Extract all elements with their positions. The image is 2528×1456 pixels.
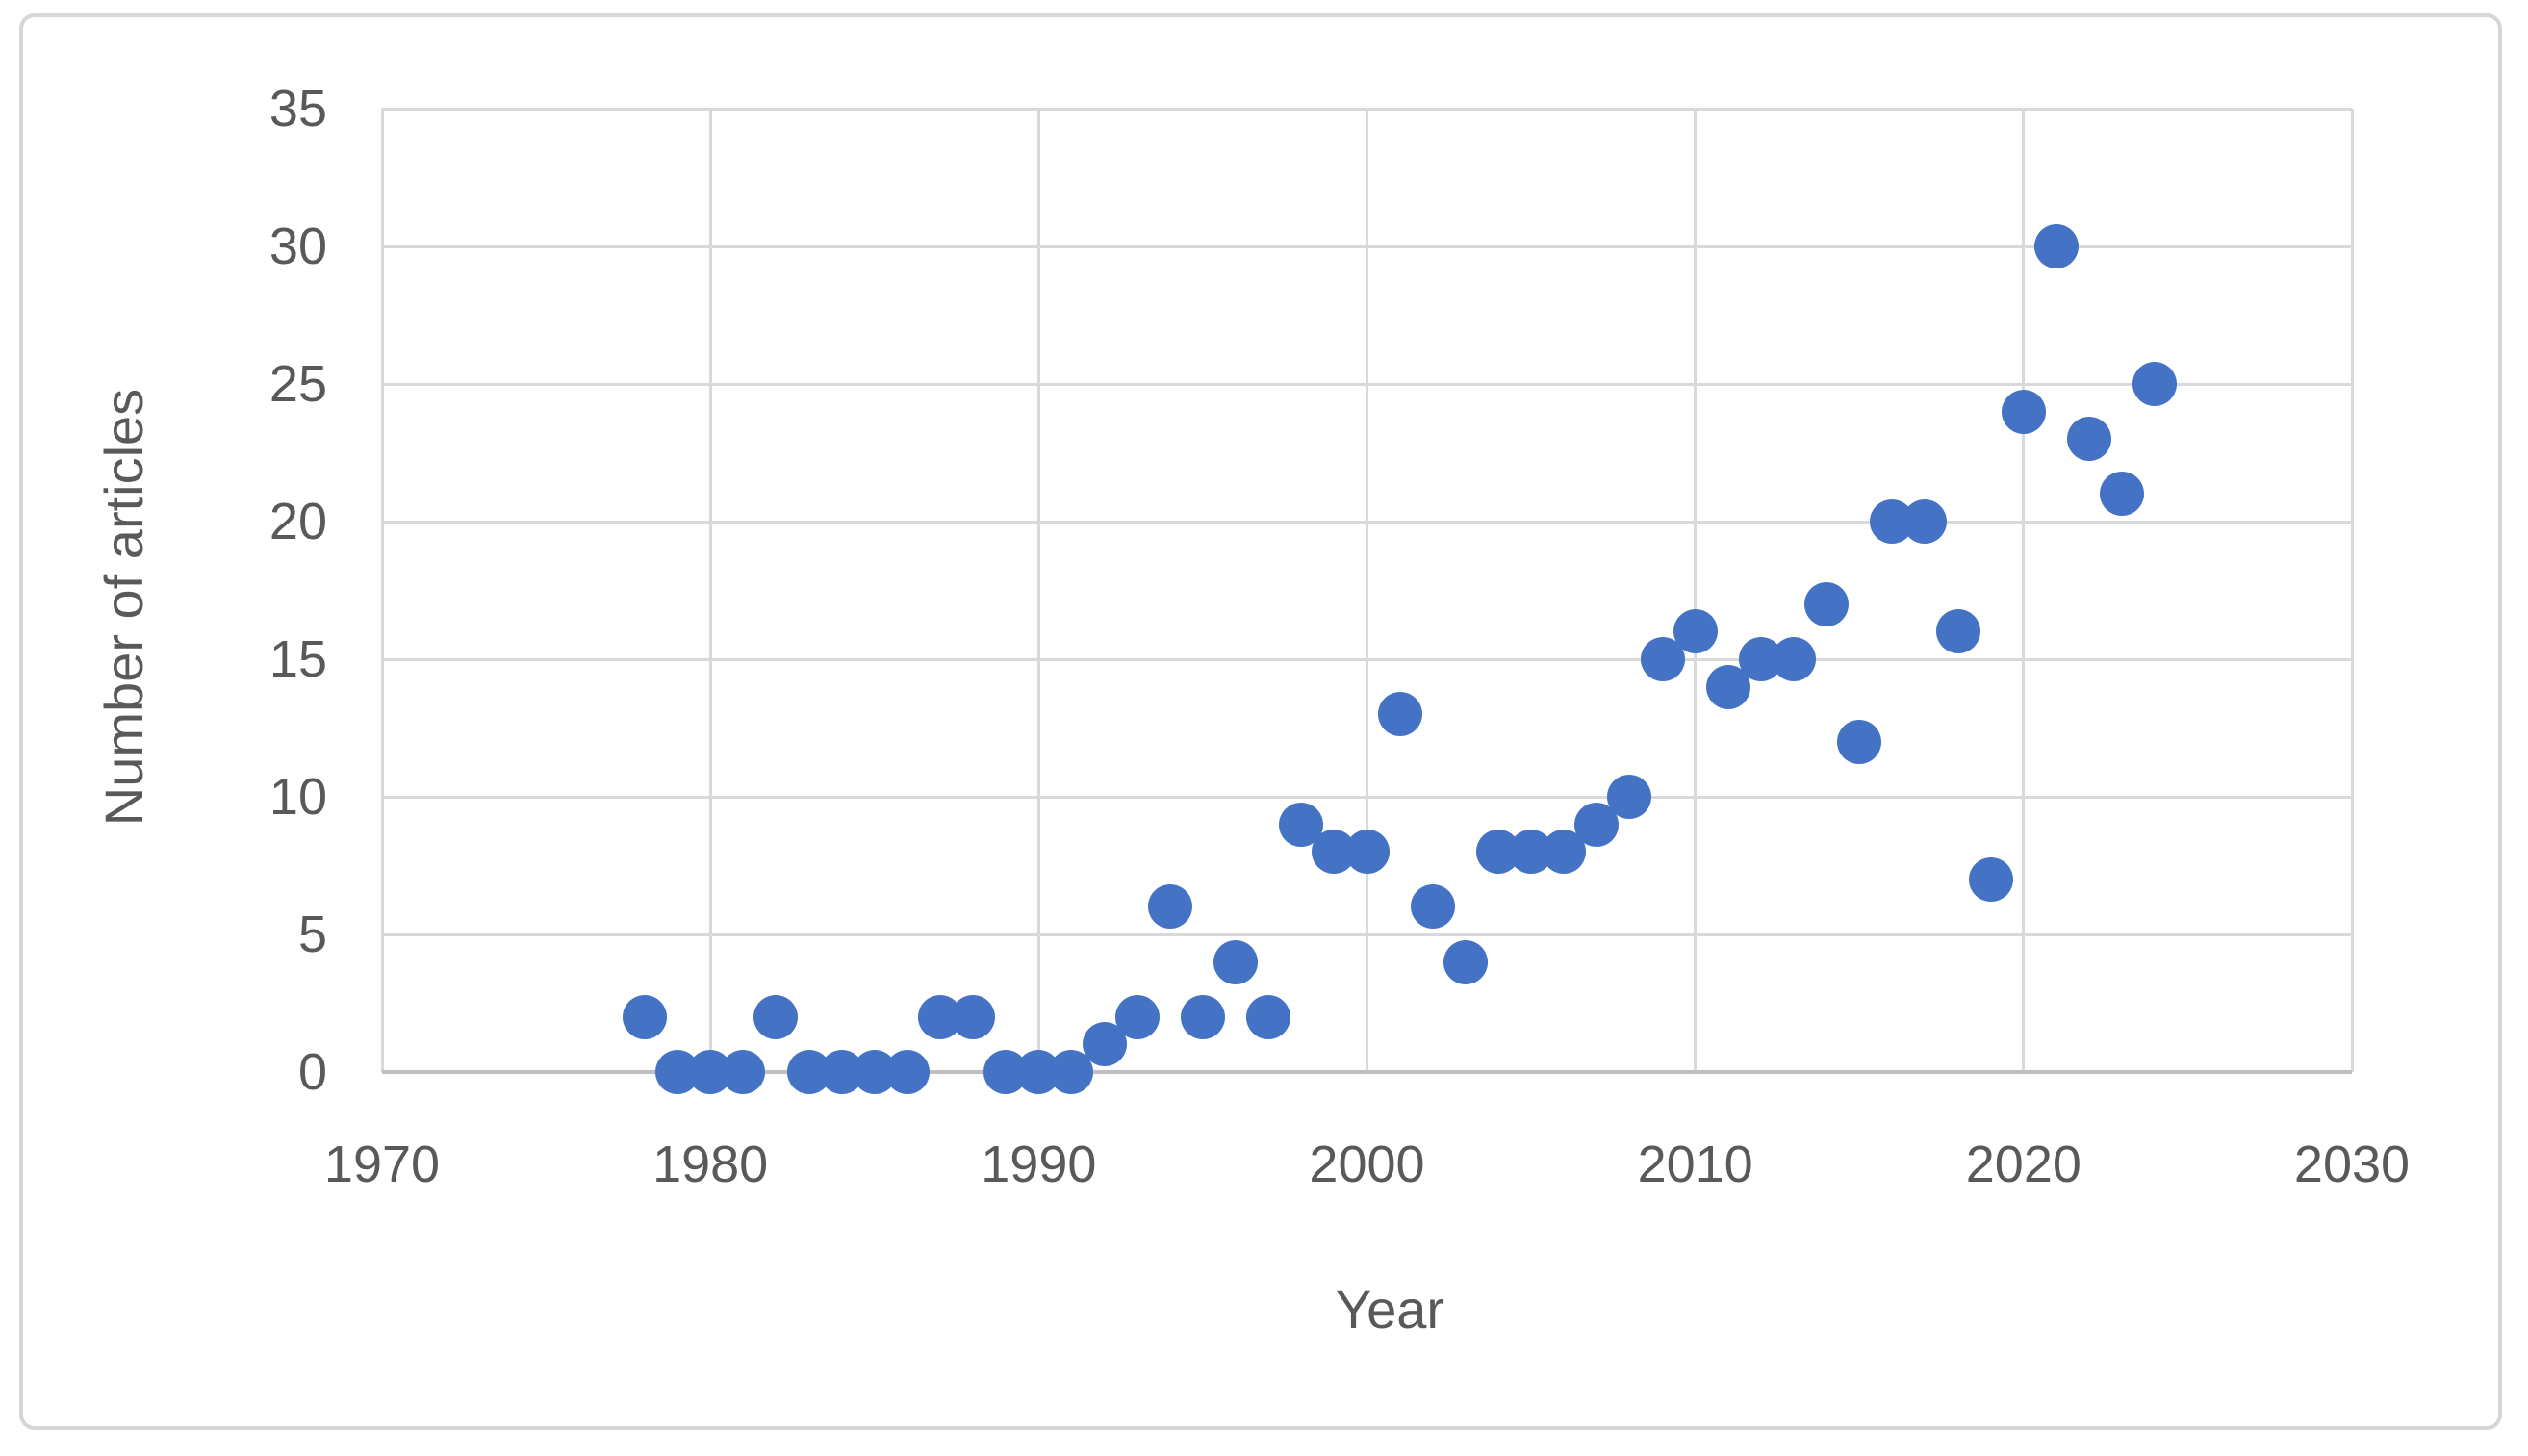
horizontal-gridline (382, 244, 2352, 248)
data-point (1377, 692, 1422, 737)
x-axis-title: Year (1335, 1279, 1445, 1340)
vertical-gridline (1036, 109, 1040, 1072)
plot-area (380, 107, 2354, 1094)
vertical-gridline (380, 109, 384, 1072)
vertical-gridline (1694, 109, 1698, 1072)
data-point (1837, 719, 1882, 764)
vertical-gridline (1366, 109, 1368, 1072)
y-tick-label: 0 (297, 1043, 327, 1101)
data-point (884, 1050, 930, 1094)
data-point (1902, 499, 1948, 544)
x-tick-label: 2020 (1965, 1136, 2081, 1193)
y-tick-label: 10 (268, 768, 327, 826)
horizontal-gridline (382, 657, 2352, 661)
data-point (1344, 830, 1390, 875)
horizontal-gridline (382, 382, 2352, 386)
data-point (1607, 775, 1652, 819)
data-point (721, 1050, 766, 1094)
data-point (2100, 472, 2145, 517)
data-point (1147, 884, 1192, 930)
data-point (2033, 224, 2079, 268)
y-tick-label: 15 (268, 630, 327, 688)
data-point (2001, 389, 2046, 434)
y-tick-label: 20 (268, 493, 327, 550)
data-point (2067, 417, 2112, 462)
x-tick-label: 2030 (2293, 1136, 2411, 1193)
vertical-gridline (708, 109, 712, 1072)
data-point (1935, 609, 1980, 654)
x-tick-label: 2010 (1637, 1136, 1753, 1193)
data-point (1968, 856, 2013, 902)
y-tick-label: 30 (268, 217, 327, 275)
data-point (622, 994, 667, 1039)
x-tick-label: 1980 (652, 1136, 769, 1193)
data-point (1180, 994, 1225, 1039)
data-point (1673, 609, 1718, 654)
x-tick-label: 1990 (981, 1136, 1097, 1193)
data-point (2132, 362, 2178, 406)
chart-frame: Number of articles Year (19, 13, 2502, 1430)
data-point (1246, 994, 1291, 1039)
data-point (1443, 939, 1488, 984)
y-tick-label: 35 (268, 80, 327, 138)
horizontal-gridline (382, 107, 2352, 111)
data-point (1410, 884, 1455, 930)
data-point (753, 994, 799, 1039)
y-tick-label: 5 (297, 906, 327, 963)
x-tick-label: 2000 (1309, 1136, 1425, 1193)
horizontal-gridline (382, 795, 2352, 799)
vertical-gridline (2350, 109, 2354, 1072)
data-point (1114, 994, 1160, 1039)
horizontal-gridline (382, 520, 2352, 524)
horizontal-gridline (382, 932, 2352, 936)
x-tick-label: 1970 (323, 1136, 441, 1193)
y-tick-label: 25 (268, 355, 327, 413)
data-point (1213, 939, 1259, 984)
x-axis-line (382, 1070, 2352, 1074)
y-axis-title: Number of articles (93, 388, 154, 827)
data-point (1772, 637, 1817, 681)
data-point (951, 994, 996, 1039)
data-point (1804, 581, 1850, 626)
vertical-gridline (2022, 109, 2026, 1072)
